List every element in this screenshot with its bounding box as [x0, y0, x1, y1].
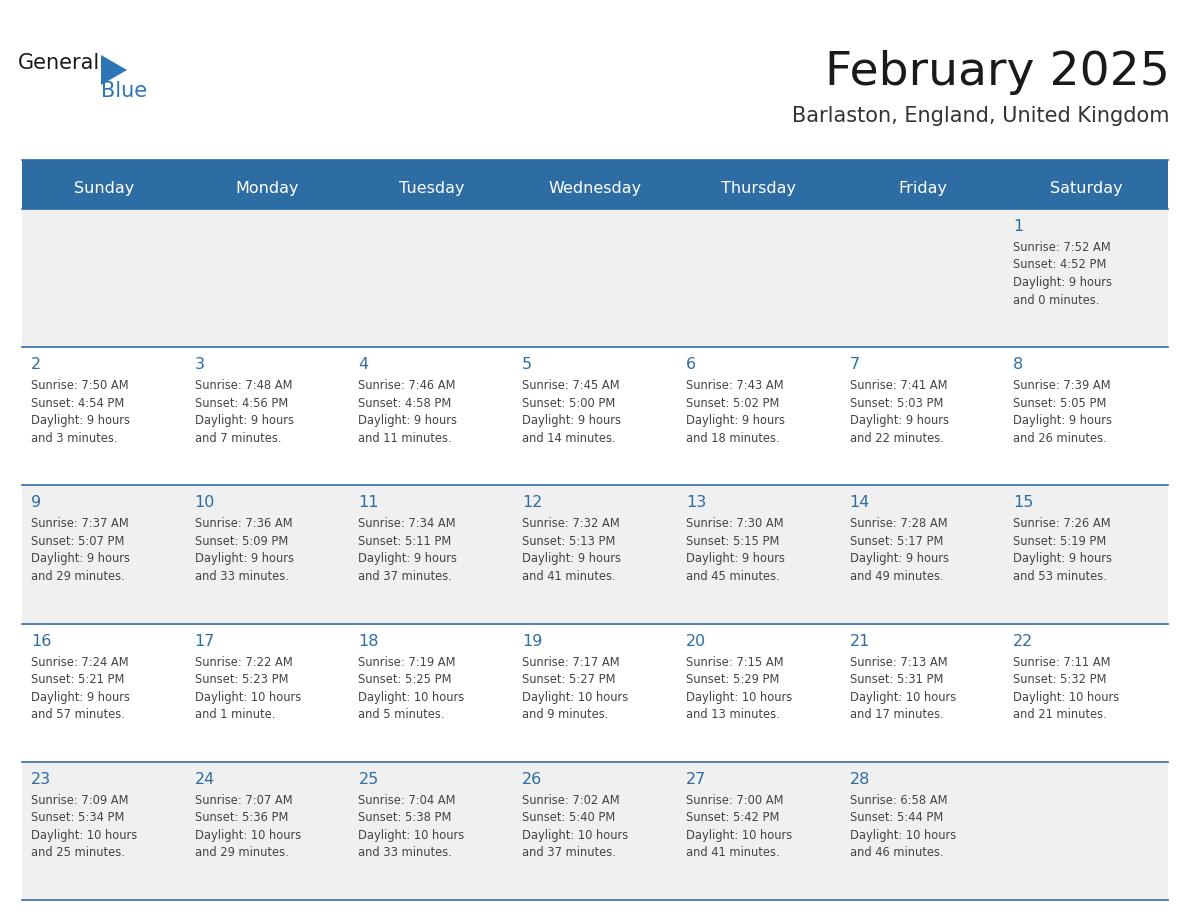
Text: 9: 9: [31, 496, 42, 510]
Text: Sunrise: 7:34 AM
Sunset: 5:11 PM
Daylight: 9 hours
and 37 minutes.: Sunrise: 7:34 AM Sunset: 5:11 PM Dayligh…: [359, 518, 457, 583]
Text: 14: 14: [849, 496, 870, 510]
Text: Thursday: Thursday: [721, 181, 796, 196]
Text: 23: 23: [31, 772, 51, 787]
Text: Tuesday: Tuesday: [398, 181, 465, 196]
Text: 16: 16: [31, 633, 51, 649]
Bar: [23, 209, 1168, 347]
Text: 5: 5: [523, 357, 532, 372]
Text: 20: 20: [685, 633, 706, 649]
Text: Wednesday: Wednesday: [549, 181, 642, 196]
Text: Blue: Blue: [101, 81, 147, 101]
Text: 3: 3: [195, 357, 204, 372]
Text: 19: 19: [523, 633, 543, 649]
Text: 4: 4: [359, 357, 368, 372]
Text: Sunrise: 7:52 AM
Sunset: 4:52 PM
Daylight: 9 hours
and 0 minutes.: Sunrise: 7:52 AM Sunset: 4:52 PM Dayligh…: [1013, 241, 1112, 307]
Text: Sunrise: 7:04 AM
Sunset: 5:38 PM
Daylight: 10 hours
and 33 minutes.: Sunrise: 7:04 AM Sunset: 5:38 PM Dayligh…: [359, 794, 465, 859]
Text: 12: 12: [523, 496, 543, 510]
Text: Sunrise: 7:26 AM
Sunset: 5:19 PM
Daylight: 9 hours
and 53 minutes.: Sunrise: 7:26 AM Sunset: 5:19 PM Dayligh…: [1013, 518, 1112, 583]
Text: Sunrise: 7:28 AM
Sunset: 5:17 PM
Daylight: 9 hours
and 49 minutes.: Sunrise: 7:28 AM Sunset: 5:17 PM Dayligh…: [849, 518, 948, 583]
Text: 15: 15: [1013, 496, 1034, 510]
Text: Sunrise: 7:36 AM
Sunset: 5:09 PM
Daylight: 9 hours
and 33 minutes.: Sunrise: 7:36 AM Sunset: 5:09 PM Dayligh…: [195, 518, 293, 583]
Text: 21: 21: [849, 633, 870, 649]
Text: 25: 25: [359, 772, 379, 787]
Text: Saturday: Saturday: [1050, 181, 1123, 196]
Bar: [23, 623, 1168, 762]
Text: 11: 11: [359, 496, 379, 510]
Text: 22: 22: [1013, 633, 1034, 649]
Bar: [23, 762, 1168, 900]
Text: Sunrise: 7:02 AM
Sunset: 5:40 PM
Daylight: 10 hours
and 37 minutes.: Sunrise: 7:02 AM Sunset: 5:40 PM Dayligh…: [523, 794, 628, 859]
Text: Sunrise: 7:50 AM
Sunset: 4:54 PM
Daylight: 9 hours
and 3 minutes.: Sunrise: 7:50 AM Sunset: 4:54 PM Dayligh…: [31, 379, 129, 444]
Text: 8: 8: [1013, 357, 1024, 372]
Text: General: General: [18, 53, 100, 73]
Text: February 2025: February 2025: [826, 50, 1170, 95]
Bar: [23, 486, 1168, 623]
Text: 7: 7: [849, 357, 860, 372]
Text: Sunrise: 7:24 AM
Sunset: 5:21 PM
Daylight: 9 hours
and 57 minutes.: Sunrise: 7:24 AM Sunset: 5:21 PM Dayligh…: [31, 655, 129, 722]
Bar: [23, 167, 1168, 209]
Text: 27: 27: [685, 772, 706, 787]
Bar: [23, 160, 1168, 167]
Text: 28: 28: [849, 772, 870, 787]
Bar: [23, 347, 1168, 486]
Text: Sunrise: 7:13 AM
Sunset: 5:31 PM
Daylight: 10 hours
and 17 minutes.: Sunrise: 7:13 AM Sunset: 5:31 PM Dayligh…: [849, 655, 956, 722]
Polygon shape: [101, 55, 127, 85]
Text: 26: 26: [523, 772, 543, 787]
Text: Sunrise: 7:39 AM
Sunset: 5:05 PM
Daylight: 9 hours
and 26 minutes.: Sunrise: 7:39 AM Sunset: 5:05 PM Dayligh…: [1013, 379, 1112, 444]
Text: 2: 2: [31, 357, 42, 372]
Text: 17: 17: [195, 633, 215, 649]
Text: Sunrise: 7:07 AM
Sunset: 5:36 PM
Daylight: 10 hours
and 29 minutes.: Sunrise: 7:07 AM Sunset: 5:36 PM Dayligh…: [195, 794, 301, 859]
Text: Monday: Monday: [236, 181, 299, 196]
Text: Sunrise: 7:11 AM
Sunset: 5:32 PM
Daylight: 10 hours
and 21 minutes.: Sunrise: 7:11 AM Sunset: 5:32 PM Dayligh…: [1013, 655, 1119, 722]
Text: Sunrise: 7:19 AM
Sunset: 5:25 PM
Daylight: 10 hours
and 5 minutes.: Sunrise: 7:19 AM Sunset: 5:25 PM Dayligh…: [359, 655, 465, 722]
Text: 13: 13: [685, 496, 706, 510]
Text: Sunrise: 6:58 AM
Sunset: 5:44 PM
Daylight: 10 hours
and 46 minutes.: Sunrise: 6:58 AM Sunset: 5:44 PM Dayligh…: [849, 794, 956, 859]
Text: Sunrise: 7:09 AM
Sunset: 5:34 PM
Daylight: 10 hours
and 25 minutes.: Sunrise: 7:09 AM Sunset: 5:34 PM Dayligh…: [31, 794, 138, 859]
Text: Sunrise: 7:15 AM
Sunset: 5:29 PM
Daylight: 10 hours
and 13 minutes.: Sunrise: 7:15 AM Sunset: 5:29 PM Dayligh…: [685, 655, 792, 722]
Text: Sunrise: 7:32 AM
Sunset: 5:13 PM
Daylight: 9 hours
and 41 minutes.: Sunrise: 7:32 AM Sunset: 5:13 PM Dayligh…: [523, 518, 621, 583]
Text: Sunrise: 7:46 AM
Sunset: 4:58 PM
Daylight: 9 hours
and 11 minutes.: Sunrise: 7:46 AM Sunset: 4:58 PM Dayligh…: [359, 379, 457, 444]
Text: 1: 1: [1013, 219, 1024, 234]
Text: 10: 10: [195, 496, 215, 510]
Text: Sunday: Sunday: [74, 181, 134, 196]
Text: Sunrise: 7:43 AM
Sunset: 5:02 PM
Daylight: 9 hours
and 18 minutes.: Sunrise: 7:43 AM Sunset: 5:02 PM Dayligh…: [685, 379, 785, 444]
Text: Sunrise: 7:48 AM
Sunset: 4:56 PM
Daylight: 9 hours
and 7 minutes.: Sunrise: 7:48 AM Sunset: 4:56 PM Dayligh…: [195, 379, 293, 444]
Text: Sunrise: 7:17 AM
Sunset: 5:27 PM
Daylight: 10 hours
and 9 minutes.: Sunrise: 7:17 AM Sunset: 5:27 PM Dayligh…: [523, 655, 628, 722]
Text: Sunrise: 7:41 AM
Sunset: 5:03 PM
Daylight: 9 hours
and 22 minutes.: Sunrise: 7:41 AM Sunset: 5:03 PM Dayligh…: [849, 379, 948, 444]
Text: 6: 6: [685, 357, 696, 372]
Text: Sunrise: 7:37 AM
Sunset: 5:07 PM
Daylight: 9 hours
and 29 minutes.: Sunrise: 7:37 AM Sunset: 5:07 PM Dayligh…: [31, 518, 129, 583]
Text: Sunrise: 7:22 AM
Sunset: 5:23 PM
Daylight: 10 hours
and 1 minute.: Sunrise: 7:22 AM Sunset: 5:23 PM Dayligh…: [195, 655, 301, 722]
Text: Sunrise: 7:30 AM
Sunset: 5:15 PM
Daylight: 9 hours
and 45 minutes.: Sunrise: 7:30 AM Sunset: 5:15 PM Dayligh…: [685, 518, 785, 583]
Text: 24: 24: [195, 772, 215, 787]
Text: Barlaston, England, United Kingdom: Barlaston, England, United Kingdom: [792, 106, 1170, 126]
Text: Sunrise: 7:45 AM
Sunset: 5:00 PM
Daylight: 9 hours
and 14 minutes.: Sunrise: 7:45 AM Sunset: 5:00 PM Dayligh…: [523, 379, 621, 444]
Text: Sunrise: 7:00 AM
Sunset: 5:42 PM
Daylight: 10 hours
and 41 minutes.: Sunrise: 7:00 AM Sunset: 5:42 PM Dayligh…: [685, 794, 792, 859]
Text: Friday: Friday: [898, 181, 947, 196]
Text: 18: 18: [359, 633, 379, 649]
